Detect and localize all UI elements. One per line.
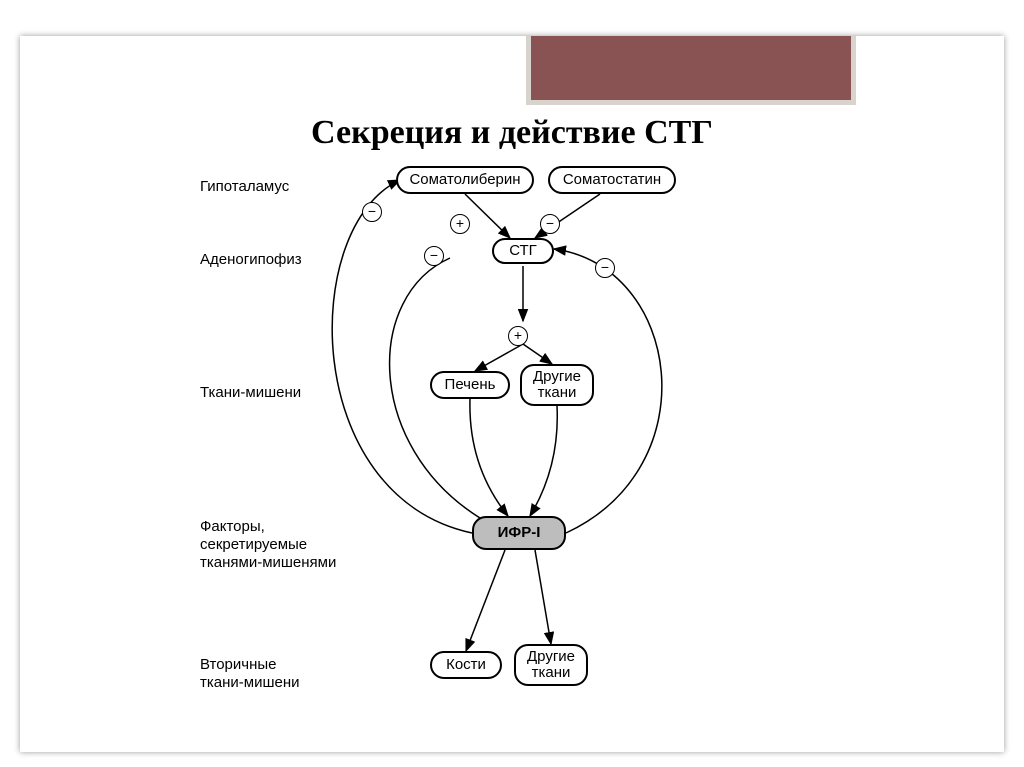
node-liver: Печень: [430, 371, 510, 399]
node-somatostatin: Соматостатин: [548, 166, 676, 194]
row-label-target-tissues: Ткани-мишени: [200, 384, 301, 402]
row-label-secondary-targets: Вторичные ткани-мишени: [200, 656, 300, 692]
edge-e-igf-other2: [535, 550, 551, 644]
node-other-tissues-2: Другие ткани: [514, 644, 588, 686]
flow-diagram: Гипоталамус Аденогипофиз Ткани-мишени Фа…: [120, 166, 880, 726]
sign-plus-1: +: [450, 214, 470, 234]
edge-e-liver-igf: [470, 399, 508, 516]
edge-e-other1-igf: [530, 406, 557, 516]
node-somatoliberin: Соматолиберин: [396, 166, 534, 194]
slide-frame: Секреция и действие СТГ Гипоталамус Аден…: [20, 36, 1004, 752]
edge-e-somlib-stg: [465, 194, 510, 238]
node-igf-i: ИФР-I: [472, 516, 566, 550]
node-other-tissues-1: Другие ткани: [520, 364, 594, 406]
edge-e-igf-bones: [466, 550, 505, 651]
corner-banner: [526, 36, 856, 105]
node-stg: СТГ: [492, 238, 554, 264]
row-label-hypothalamus: Гипоталамус: [200, 178, 289, 196]
row-label-secreted-factors: Факторы, секретируемые тканями-мишенями: [200, 518, 336, 572]
sign-plus-2: +: [508, 326, 528, 346]
slide-title: Секреция и действие СТГ: [20, 114, 1004, 152]
edge-e-split-other1: [523, 344, 552, 364]
sign-minus-2: −: [424, 246, 444, 266]
row-label-adenohypophysis: Аденогипофиз: [200, 251, 302, 269]
node-bones: Кости: [430, 651, 502, 679]
edge-e-split-liver: [475, 344, 523, 371]
sign-minus-3: −: [540, 214, 560, 234]
sign-minus-4: −: [595, 258, 615, 278]
sign-minus-1: −: [362, 202, 382, 222]
edge-e-igf-left-neg: [332, 180, 472, 533]
